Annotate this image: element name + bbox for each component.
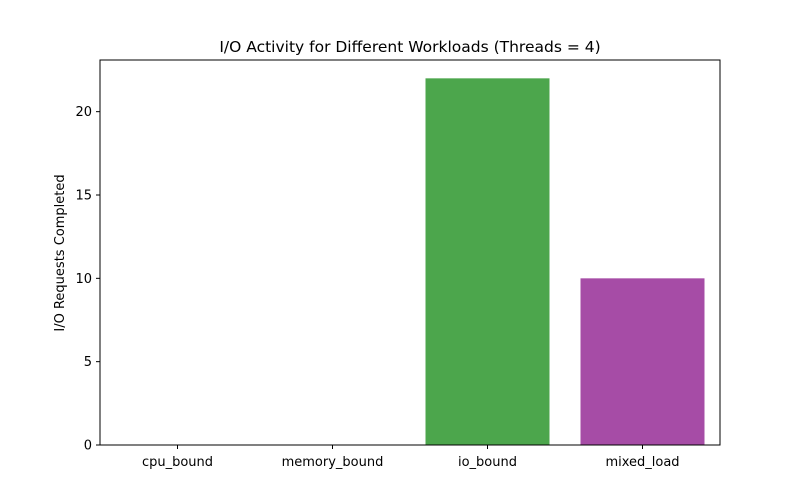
x-tick-label: io_bound <box>458 455 517 470</box>
bar-io-bound <box>425 78 550 445</box>
ticks-layer: cpu_bound memory_bound io_bound mixed_load 0… <box>75 105 679 470</box>
x-tick-label: cpu_bound <box>142 455 213 470</box>
x-tick-label: mixed_load <box>605 455 679 470</box>
x-tick-label: memory_bound <box>282 455 384 470</box>
y-tick-label: 0 <box>84 439 92 454</box>
y-tick-label: 10 <box>75 272 92 287</box>
y-axis-title: I/O Requests Completed <box>53 174 68 331</box>
y-tick-label: 15 <box>75 189 92 204</box>
bar-mixed-load <box>580 278 705 445</box>
axes-layer <box>99 59 721 446</box>
y-tick-label: 5 <box>84 355 92 370</box>
bars-layer <box>425 78 705 445</box>
plot-frame <box>99 59 721 446</box>
chart-title: I/O Activity for Different Workloads (Th… <box>219 38 600 56</box>
y-tick-label: 20 <box>75 105 92 120</box>
